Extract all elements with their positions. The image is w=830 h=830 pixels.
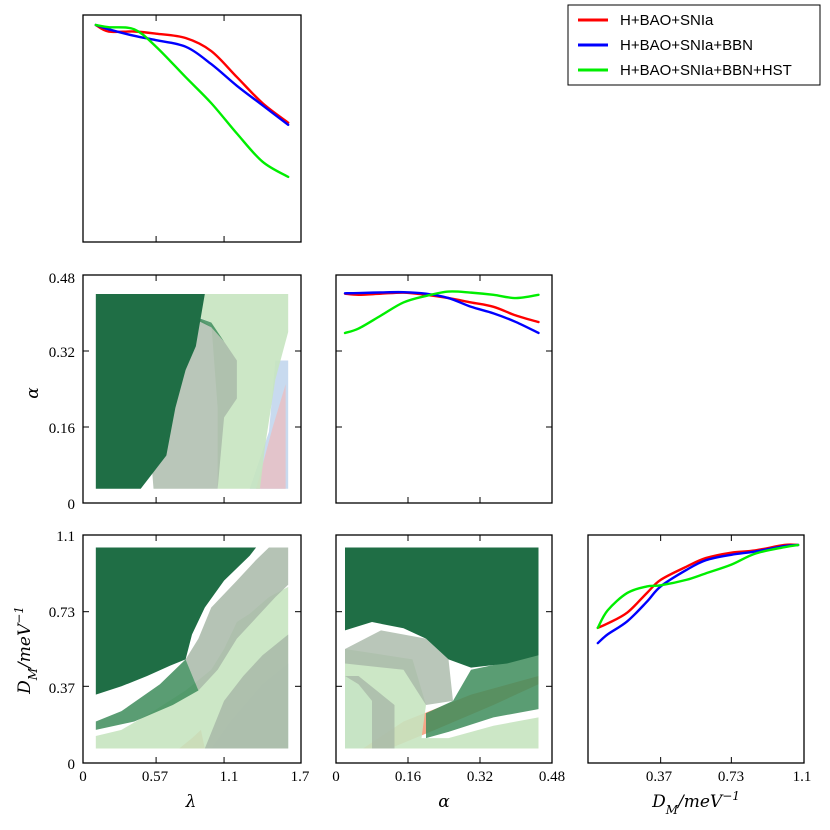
region-lambda_dm-5 <box>95 659 199 730</box>
frame-mDm <box>587 534 805 764</box>
legend-label-h-bao-snia-bbn-hst: H+BAO+SNIa+BBN+HST <box>620 62 792 79</box>
axis-label-dm-x-unit: /meV <box>676 792 724 812</box>
frame-jLambdaDm <box>82 534 302 764</box>
tick-label-alpha-x-2: 0.32 <box>467 769 493 785</box>
region-lambda_dm-6 <box>95 547 257 695</box>
marginal-panel-dm <box>596 543 800 645</box>
curve-dm-h-bao-snia-bbn <box>596 543 800 645</box>
tick-label-alpha-y-2: 0.32 <box>49 345 75 361</box>
tick-label-dm-x-2: 0.73 <box>718 769 744 785</box>
region-lambda_alpha-1 <box>256 384 286 489</box>
joint-panel-lambda_alpha <box>95 294 289 489</box>
region-lambda_alpha-2 <box>140 294 289 489</box>
legend: H+BAO+SNIa H+BAO+SNIa+BBN H+BAO+SNIa+BBN… <box>567 4 821 86</box>
legend-label-h-bao-snia: H+BAO+SNIa <box>620 12 714 29</box>
curve-alpha-h-bao-snia-bbn-hst <box>343 290 540 335</box>
axis-ticks <box>82 15 805 764</box>
axis-label-alpha-x: α <box>438 792 450 812</box>
tick-label-alpha-y-1: 0.16 <box>49 421 76 437</box>
axis-label-dm-y: DM/meV−1 <box>12 606 40 695</box>
curve-dm-h-bao-snia-bbn-hst <box>596 543 800 630</box>
axis-label-dm-x-sub: M <box>665 803 679 817</box>
region-alpha_dm-3 <box>345 675 395 749</box>
axis-label-dm-x: DM/meV−1 <box>651 789 740 817</box>
frame-jLambdaAlpha <box>82 274 302 504</box>
curve-dm-h-bao-snia <box>596 543 800 630</box>
legend-box <box>567 4 821 86</box>
frame-jAlphaDm <box>335 534 553 764</box>
contour-regions <box>95 294 539 749</box>
curve-lambda-h-bao-snia-bbn-hst <box>94 23 290 179</box>
tick-label-dm-y-1: 0.37 <box>49 681 76 697</box>
tick-label-alpha-x-1: 0.16 <box>395 769 422 785</box>
joint-panel-alpha_dm <box>345 547 539 749</box>
frame-mAlpha <box>335 274 553 504</box>
tick-label-dm-y-0: 0 <box>68 757 76 773</box>
joint-panel-lambda_dm <box>95 547 289 749</box>
tick-label-dm-x-3: 1.1 <box>793 769 812 785</box>
legend-label-h-bao-snia-bbn: H+BAO+SNIa+BBN <box>620 37 753 54</box>
axis-label-dm-y-sup: −1 <box>12 606 26 624</box>
marginal-panel-alpha <box>343 290 540 335</box>
curve-alpha-h-bao-snia-bbn <box>343 290 540 335</box>
tick-label-lambda-0: 0 <box>79 769 87 785</box>
tick-label-lambda-3: 1.7 <box>291 769 310 785</box>
region-alpha_dm-6 <box>345 547 539 668</box>
region-lambda_alpha-5 <box>95 294 205 489</box>
tick-label-lambda-1: 0.57 <box>142 769 169 785</box>
tick-label-dm-x-1: 0.37 <box>646 769 673 785</box>
frame-mLambda <box>82 14 302 243</box>
region-alpha_dm-4 <box>345 630 453 705</box>
curve-lambda-h-bao-snia-bbn <box>94 23 290 127</box>
axis-label-dm-y-unit: /meV <box>15 622 35 670</box>
marginal-panel-lambda <box>94 23 290 179</box>
tick-label-alpha-x-3: 0.48 <box>539 769 565 785</box>
axis-label-dm-x-sup: −1 <box>722 789 740 803</box>
tick-label-alpha-y-3: 0.48 <box>49 271 75 287</box>
region-alpha_dm-5 <box>426 642 539 739</box>
axis-label-dm-y-sub: M <box>26 667 40 681</box>
axis-label-alpha-y: α <box>23 387 43 399</box>
curve-lambda-h-bao-snia <box>94 23 290 124</box>
tick-label-dm-y-2: 0.73 <box>49 605 75 621</box>
tick-label-alpha-x-0: 0 <box>332 769 340 785</box>
tick-label-lambda-2: 1.1 <box>220 769 239 785</box>
axis-label-dm-x-d: D <box>651 792 666 812</box>
marginal-curves <box>94 23 800 645</box>
region-lambda_dm-3 <box>204 634 289 749</box>
region-lambda_dm-4 <box>185 547 289 691</box>
tick-label-alpha-y-0: 0 <box>68 497 76 513</box>
axis-label-lambda: λ <box>185 792 197 812</box>
axis-label-dm-y-d: D <box>15 680 35 695</box>
panel-frames <box>82 14 805 764</box>
tick-label-dm-y-3: 1.1 <box>56 529 75 545</box>
